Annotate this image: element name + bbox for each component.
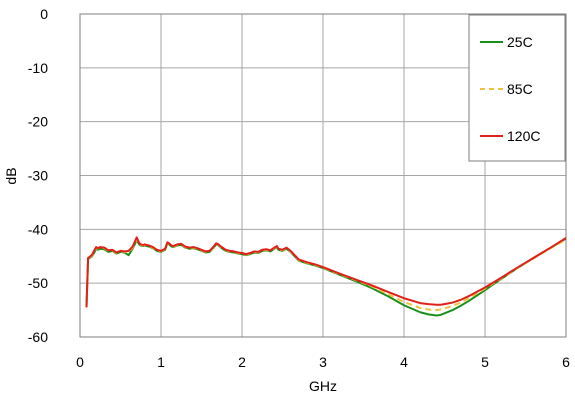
y-tick-label: -50 bbox=[28, 275, 48, 291]
legend: 25C 85C 120C bbox=[468, 14, 566, 162]
legend-label: 120C bbox=[507, 128, 540, 144]
legend-label: 25C bbox=[507, 34, 533, 50]
y-tick-label: -60 bbox=[28, 329, 48, 345]
series-layer bbox=[85, 236, 567, 317]
x-tick-label: 6 bbox=[562, 354, 570, 370]
y-tick-labels: 0 -10 -20 -30 -40 -50 -60 bbox=[28, 6, 48, 345]
x-tick-label: 5 bbox=[481, 354, 489, 370]
y-tick-label: 0 bbox=[40, 6, 48, 22]
legend-label: 85C bbox=[507, 81, 533, 97]
x-tick-label: 2 bbox=[238, 354, 246, 370]
x-tick-label: 3 bbox=[319, 354, 327, 370]
y-tick-label: -10 bbox=[28, 60, 48, 76]
y-tick-label: -30 bbox=[28, 168, 48, 184]
y-axis-label: dB bbox=[3, 167, 19, 184]
plot-area bbox=[79, 13, 567, 338]
x-tick-labels: 0 1 2 3 4 5 6 bbox=[76, 354, 570, 370]
series-line-120C bbox=[85, 236, 567, 308]
y-tick-label: -40 bbox=[28, 221, 48, 237]
y-tick-label: -20 bbox=[28, 114, 48, 130]
x-axis-label: GHz bbox=[309, 378, 337, 394]
x-tick-label: 4 bbox=[400, 354, 408, 370]
x-tick-label: 0 bbox=[76, 354, 84, 370]
x-tick-label: 1 bbox=[157, 354, 165, 370]
